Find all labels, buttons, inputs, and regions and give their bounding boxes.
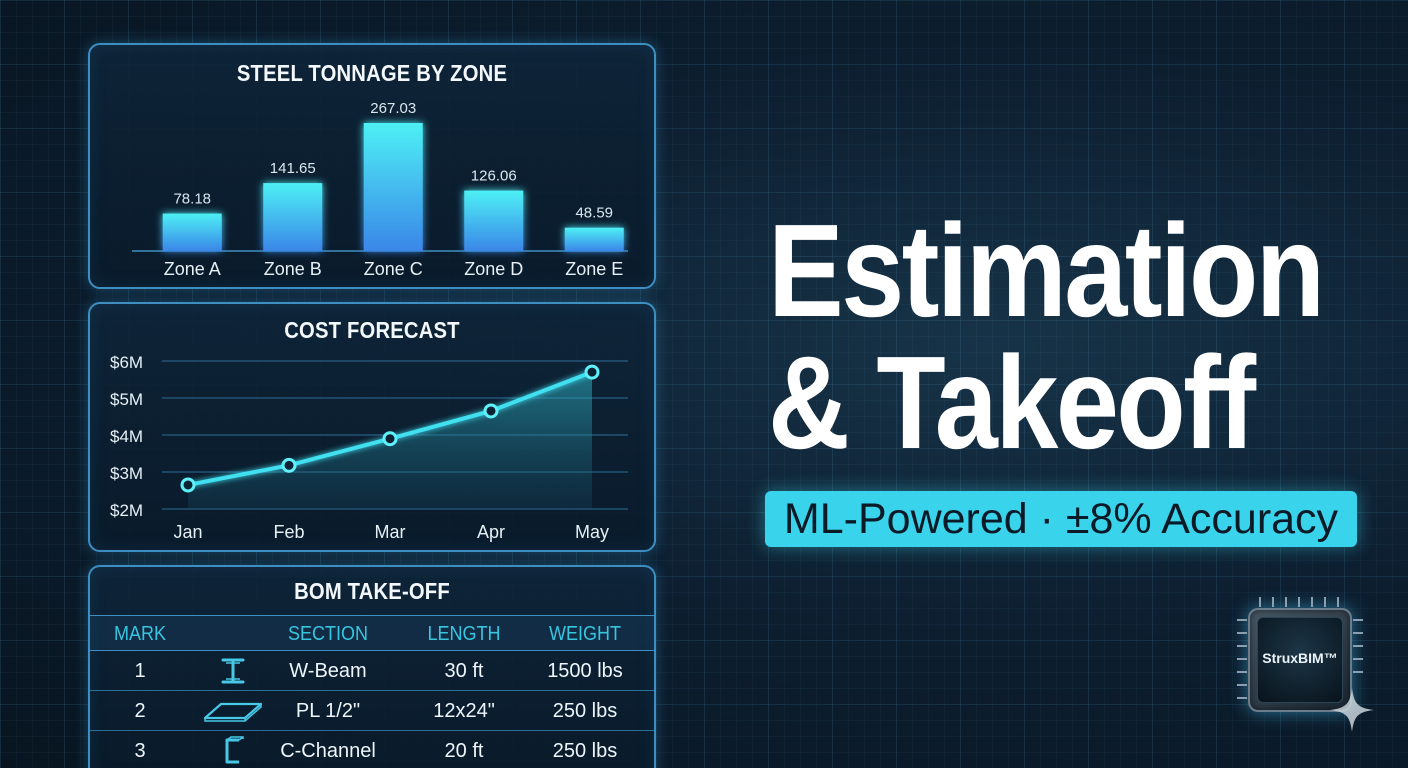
bar-zone-e <box>564 227 624 251</box>
row-mark: 3 <box>134 740 146 762</box>
hero-heading: Estimation & Takeoff <box>768 197 1325 476</box>
x-tick-label: Feb <box>273 522 304 542</box>
cost-point-may <box>584 364 600 380</box>
table-row: 2 PL 1/2" 12x24" 250 lbs <box>90 691 654 731</box>
bar-zone-c <box>363 123 423 251</box>
bar-chart-title: STEEL TONNAGE BY ZONE <box>236 60 508 86</box>
bar-value-label: 48.59 <box>575 205 613 222</box>
x-tick-label: May <box>575 522 609 542</box>
y-tick-label: $4M <box>110 427 143 446</box>
steel-tonnage-panel: STEEL TONNAGE BY ZONE 78.18 Zone A 141.65 Z… <box>88 43 656 289</box>
row-weight: 1500 lbs <box>547 660 623 682</box>
bar-zone-d <box>464 190 524 251</box>
plate-icon <box>203 702 263 722</box>
row-section: PL 1/2" <box>295 700 361 722</box>
row-weight: 250 lbs <box>552 740 618 762</box>
bom-takeoff-panel: BOM TAKE-OFF MARK SECTION LENGTH WEIGHT … <box>88 565 656 768</box>
y-tick-label: $2M <box>110 501 143 520</box>
bar-value-label: 78.18 <box>173 191 211 208</box>
chip-face <box>1257 617 1343 703</box>
i-beam-icon <box>221 658 245 684</box>
y-tick-label: $6M <box>110 353 143 372</box>
row-length: 30 ft <box>444 660 484 682</box>
row-length: 12x24" <box>433 700 495 722</box>
cost-forecast-panel: COST FORECAST $2M $3M $4M $5M $6M Jan Feb Mar A… <box>88 302 656 552</box>
bar-zone-b <box>263 183 323 251</box>
chip-icon: StruxBIM™ <box>1248 608 1352 712</box>
table-row: 1 W-Beam 30 ft 1500 lbs <box>90 651 654 691</box>
row-mark: 2 <box>134 700 146 722</box>
hero-line-1: Estimation <box>768 197 1325 344</box>
cost-point-apr <box>483 403 499 419</box>
col-weight-header: WEIGHT <box>549 623 621 645</box>
row-mark: 1 <box>134 660 146 682</box>
bar-category-label: Zone B <box>264 259 322 279</box>
logo-text: StruxBIM™ <box>1262 650 1338 666</box>
x-tick-label: Mar <box>375 522 406 542</box>
x-tick-label: Jan <box>173 522 202 542</box>
bar-category-label: Zone E <box>565 259 623 279</box>
row-weight: 250 lbs <box>552 700 618 722</box>
cost-point-jan <box>180 477 196 493</box>
bar-zone-a <box>162 213 222 251</box>
bar-category-label: Zone C <box>364 259 423 279</box>
row-length: 20 ft <box>444 740 484 762</box>
hero-line-2: & Takeoff <box>768 329 1256 476</box>
bom-table-header: MARK SECTION LENGTH WEIGHT <box>90 615 654 651</box>
bar-category-label: Zone D <box>464 259 523 279</box>
cost-point-feb <box>281 457 297 473</box>
cost-point-mar <box>382 431 398 447</box>
bar-value-label: 126.06 <box>471 168 517 185</box>
row-section: W-Beam <box>289 660 367 682</box>
bar-chart: 78.18 Zone A 141.65 Zone B 267.03 Zone C 126.0… <box>132 100 628 279</box>
c-channel-icon <box>225 736 244 764</box>
x-tick-label: Apr <box>477 522 505 542</box>
bom-table-title: BOM TAKE-OFF <box>294 578 450 604</box>
bar-value-label: 141.65 <box>270 160 316 177</box>
tagline-badge: ML-Powered · ±8% Accuracy <box>765 491 1357 547</box>
line-chart-title: COST FORECAST <box>284 317 460 343</box>
bar-value-label: 267.03 <box>370 100 416 117</box>
col-length-header: LENGTH <box>427 623 501 645</box>
bar-category-label: Zone A <box>164 259 221 279</box>
line-chart: $2M $3M $4M $5M $6M Jan Feb Mar Apr May <box>110 353 628 542</box>
table-row: 3 C-Channel 20 ft 250 lbs <box>90 731 654 768</box>
row-section: C-Channel <box>280 740 376 762</box>
y-tick-label: $3M <box>110 464 143 483</box>
sparkle-icon <box>1330 688 1374 732</box>
col-section-header: SECTION <box>287 623 369 645</box>
y-tick-label: $5M <box>110 390 143 409</box>
col-mark-header: MARK <box>113 623 167 645</box>
